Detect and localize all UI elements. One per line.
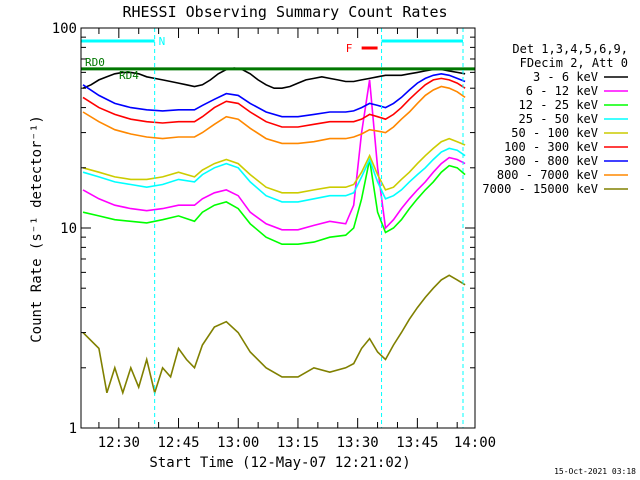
series-line-4 [82,137,466,194]
legend-header-0: Det 1,3,4,5,6,9, [512,42,628,56]
state-label-f: F [346,42,353,55]
legend-entry-1: 6 - 12 keV [526,84,598,98]
legend: Det 1,3,4,5,6,9,FDecim 2, Att 03 - 6 keV… [482,42,628,196]
series-group [82,67,466,396]
legend-entry-6: 300 - 800 keV [504,154,598,168]
series-line-3 [82,147,466,203]
legend-header-1: FDecim 2, Att 0 [520,56,628,70]
y-tick-label: 10 [60,221,77,237]
x-tick-label: 13:45 [396,435,438,451]
state-label-rd0: RD0 [85,56,105,69]
legend-entry-4: 50 - 100 keV [511,126,598,140]
x-tick-label: 12:30 [98,435,140,451]
chart-title: RHESSI Observing Summary Count Rates [122,3,447,21]
series-line-1 [82,79,466,231]
x-tick-label: 13:15 [277,435,319,451]
legend-entry-8: 7000 - 15000 keV [482,182,598,196]
series-line-8 [82,274,466,396]
state-label-n: N [159,35,166,48]
series-line-0 [82,67,466,89]
state-overlays: RD0 RD4 N F [81,28,475,428]
series-line-2 [82,159,466,245]
legend-entry-5: 100 - 300 keV [504,140,598,154]
x-tick-label: 13:00 [217,435,259,451]
legend-entry-7: 800 - 7000 keV [497,168,598,182]
y-tick-label: 100 [52,21,77,37]
state-label-rd4: RD4 [119,69,139,82]
timestamp: 15-Oct-2021 03:18 [554,467,636,476]
axes: 1 10 100 12:30 12:45 13:00 13:15 13:30 13:45 14:0… [52,21,496,451]
legend-entry-0: 3 - 6 keV [533,70,598,84]
y-tick-label: 1 [69,421,77,437]
legend-entry-2: 12 - 25 keV [519,98,598,112]
x-tick-label: 13:30 [337,435,379,451]
series-line-6 [82,72,466,118]
y-axis-label: Count Rate (s⁻¹ detector⁻¹) [29,115,45,343]
legend-entry-3: 25 - 50 keV [519,112,598,126]
series-line-5 [82,77,466,128]
x-axis-label: Start Time (12-May-07 12:21:02) [149,455,410,471]
series-line-7 [82,85,466,145]
x-tick-label: 12:45 [157,435,199,451]
x-tick-label: 14:00 [454,435,496,451]
